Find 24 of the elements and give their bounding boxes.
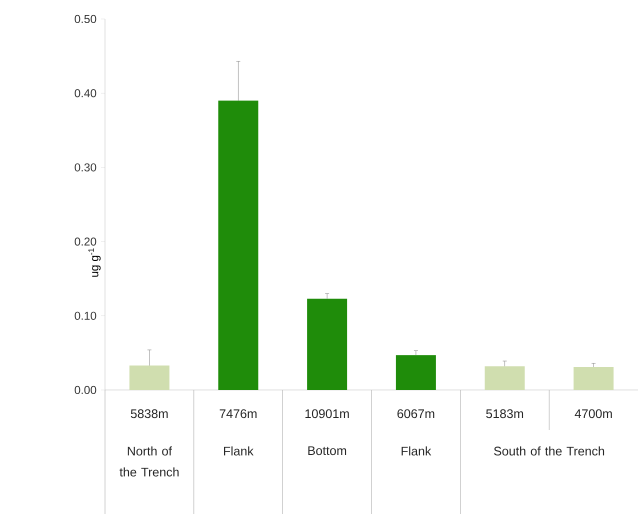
- x-tick-label: 4700m: [574, 409, 612, 418]
- x-tick-label: 5183m: [486, 409, 524, 418]
- bar: [307, 298, 348, 390]
- x-tick-label: 7476m: [220, 409, 257, 418]
- bar: [396, 355, 436, 390]
- bar: [218, 100, 258, 390]
- text: Flank: [402, 446, 432, 456]
- bar: [574, 366, 614, 390]
- y-tick-label: 0.10: [74, 312, 96, 320]
- text: Flank: [224, 446, 254, 456]
- y-tick-label: 0.40: [74, 89, 96, 98]
- y-tick-label: 0.50: [74, 14, 96, 24]
- y-tick-label: 0.20: [74, 238, 96, 246]
- bar: [484, 366, 525, 390]
- x-tick-label: 10901m: [305, 409, 349, 418]
- y-axis-title: ug g$^{-1}$: [88, 248, 101, 277]
- x-tick-label: 5838m: [130, 409, 168, 418]
- text: South of the Trench: [494, 446, 604, 456]
- text: Bottom: [308, 446, 346, 456]
- bar: [129, 366, 170, 390]
- x-tick-label: 6067m: [397, 409, 434, 418]
- y-tick-label: 0.30: [74, 163, 96, 172]
- text: North of the Trench: [120, 446, 179, 477]
- y-tick-label: 0.00: [74, 386, 96, 394]
